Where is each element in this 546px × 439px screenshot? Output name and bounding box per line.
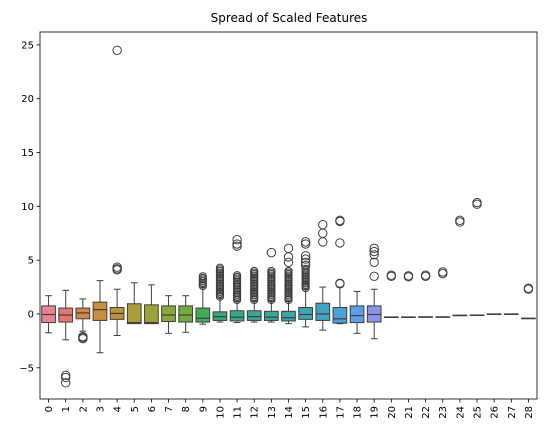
box-group-20 — [384, 271, 398, 317]
box — [282, 311, 296, 321]
box-group-5 — [127, 283, 141, 324]
box-group-19 — [367, 244, 381, 339]
chart-title: Spread of Scaled Features — [211, 11, 368, 25]
box-group-6 — [145, 285, 159, 324]
x-tick-label: 21 — [404, 406, 415, 419]
box — [350, 306, 364, 323]
box-group-23 — [436, 268, 450, 318]
outlier-point — [113, 46, 121, 54]
x-tick-label: 11 — [233, 406, 244, 419]
outlier-point — [319, 238, 327, 246]
x-tick-label: 3 — [95, 406, 106, 412]
box-group-15 — [299, 238, 313, 327]
box-group-28 — [522, 284, 536, 319]
box — [162, 306, 176, 322]
x-tick-label: 12 — [250, 406, 261, 419]
x-tick-label: 26 — [490, 406, 501, 419]
x-tick-label: 18 — [353, 406, 364, 419]
y-tick-label: 5 — [28, 256, 34, 267]
x-tick-label: 13 — [267, 406, 278, 419]
x-tick-label: 7 — [164, 406, 175, 412]
box — [230, 311, 244, 321]
outlier-point — [301, 238, 309, 246]
outlier-point — [319, 220, 327, 228]
box-group-22 — [419, 271, 433, 317]
box-group-3 — [93, 281, 107, 353]
box — [196, 308, 210, 322]
box — [145, 305, 159, 324]
plot-frame — [40, 32, 537, 399]
outlier-point — [301, 240, 309, 248]
box-group-4 — [110, 46, 124, 335]
box — [265, 311, 279, 320]
box — [333, 308, 347, 324]
box-group-11 — [230, 236, 244, 323]
x-tick-label: 9 — [198, 406, 209, 412]
x-tick-label: 14 — [284, 406, 295, 419]
y-axis: −5 0 5 10 15 20 25 — [19, 40, 40, 374]
box-group-18 — [350, 291, 364, 333]
box — [179, 306, 193, 322]
x-tick-label: 0 — [44, 406, 55, 412]
box — [127, 304, 141, 324]
outlier-point — [267, 248, 275, 256]
outlier-point — [284, 253, 292, 261]
y-tick-label: 10 — [21, 202, 34, 213]
box-group-10 — [213, 264, 227, 322]
box-group-14 — [282, 244, 296, 324]
box — [316, 303, 330, 320]
box-group-2 — [76, 299, 90, 343]
box-group-27 — [504, 314, 518, 315]
y-tick-label: 15 — [21, 148, 34, 159]
outlier-point — [284, 244, 292, 252]
x-tick-label: 4 — [113, 406, 124, 412]
box — [93, 302, 107, 320]
x-tick-label: 22 — [421, 406, 432, 419]
outlier-point — [336, 279, 344, 287]
box — [299, 308, 313, 320]
box-group-12 — [247, 267, 261, 322]
x-tick-label: 8 — [181, 406, 192, 412]
box-group-24 — [453, 216, 467, 316]
outlier-point — [370, 272, 378, 280]
x-tick-label: 24 — [455, 406, 466, 419]
outlier-point — [336, 239, 344, 247]
y-tick-label: 0 — [28, 309, 34, 320]
x-tick-label: 23 — [438, 406, 449, 419]
box-group-7 — [162, 296, 176, 334]
x-tick-label: 2 — [78, 406, 89, 412]
x-tick-label: 1 — [61, 406, 72, 412]
x-tick-label: 6 — [147, 406, 158, 412]
x-tick-label: 28 — [524, 406, 535, 419]
outlier-point — [319, 229, 327, 237]
x-tick-label: 5 — [130, 406, 141, 412]
x-tick-label: 27 — [507, 406, 518, 419]
box-group-17 — [333, 216, 347, 324]
x-tick-label: 16 — [318, 406, 329, 419]
box-group-8 — [179, 296, 193, 333]
box-group-25 — [470, 198, 484, 315]
x-tick-label: 15 — [301, 406, 312, 419]
y-tick-label: 25 — [21, 40, 34, 51]
x-tick-label: 10 — [215, 406, 226, 419]
x-tick-label: 20 — [387, 406, 398, 419]
box-group-0 — [42, 296, 56, 333]
y-tick-label: −5 — [19, 363, 34, 374]
box-group-1 — [59, 290, 73, 387]
box-group-13 — [265, 248, 279, 322]
plot-area — [42, 46, 536, 387]
box-group-9 — [196, 273, 210, 324]
x-axis: 0 1 2 3 4 5 6 7 8 9 10 11 12 13 14 15 16 17 18 19 20 21 22 23 24… — [44, 399, 535, 419]
x-tick-label: 19 — [370, 406, 381, 419]
box-group-16 — [316, 220, 330, 330]
box-group-26 — [487, 314, 501, 315]
x-tick-label: 17 — [335, 406, 346, 419]
y-tick-label: 20 — [21, 94, 34, 105]
box — [247, 311, 261, 321]
x-tick-label: 25 — [473, 406, 484, 419]
box-group-21 — [402, 272, 416, 318]
